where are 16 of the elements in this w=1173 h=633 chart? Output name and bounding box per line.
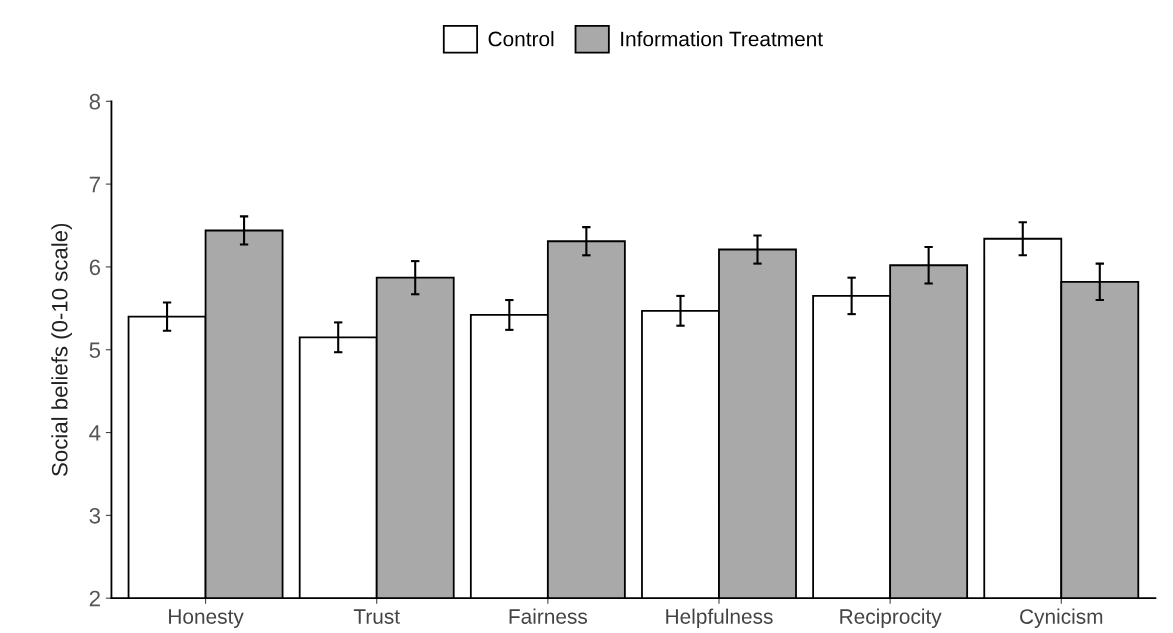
x-tick-label: Cynicism	[1020, 608, 1103, 629]
y-tick-label: 2	[89, 590, 100, 607]
x-tick-label: Trust	[353, 609, 400, 624]
legend-label: Control	[488, 31, 554, 47]
legend-label: Information Treatment	[621, 31, 823, 47]
x-tick-label: Helpfulness	[666, 608, 773, 629]
y-tick-label: 5	[89, 342, 101, 358]
y-tick-label: 3	[89, 507, 101, 524]
y-tick-label: 7	[89, 176, 100, 193]
y-tick-label: 8	[89, 93, 101, 110]
y-tick-label: 4	[89, 425, 101, 441]
x-tick-label: Reciprocity	[840, 608, 942, 629]
x-tick-label: Honesty	[169, 609, 244, 629]
y-axis-title: Social beliefs (0-10 scale)	[51, 223, 72, 476]
x-tick-label: Fairness	[509, 608, 588, 624]
y-tick-label: 6	[89, 259, 101, 276]
